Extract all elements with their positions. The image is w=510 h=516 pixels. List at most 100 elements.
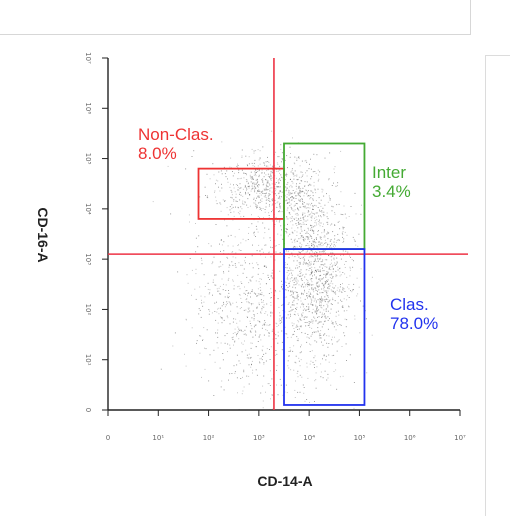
event-point xyxy=(237,178,239,180)
event-point xyxy=(249,320,251,322)
event-point xyxy=(264,172,265,174)
event-point xyxy=(292,286,294,288)
event-point xyxy=(265,352,267,354)
event-point xyxy=(313,153,315,155)
event-point xyxy=(312,205,314,207)
event-point xyxy=(274,224,276,225)
event-point xyxy=(267,277,269,278)
event-point xyxy=(247,207,249,208)
event-point xyxy=(302,213,304,215)
event-point xyxy=(357,245,359,247)
event-point xyxy=(220,316,222,318)
event-point xyxy=(263,353,265,355)
event-point xyxy=(298,186,300,188)
event-point xyxy=(300,171,302,173)
event-point xyxy=(274,187,276,189)
event-point xyxy=(319,245,321,247)
event-point xyxy=(271,272,273,274)
event-point xyxy=(225,290,227,291)
event-point xyxy=(269,385,271,386)
event-point xyxy=(279,207,281,209)
event-point xyxy=(318,335,320,337)
event-point xyxy=(300,325,302,327)
y-tick-label: 10⁴ xyxy=(84,203,92,215)
event-point xyxy=(239,191,241,193)
event-point xyxy=(269,237,271,239)
event-point xyxy=(293,304,295,306)
event-point xyxy=(277,298,279,300)
event-point xyxy=(308,311,310,313)
event-point xyxy=(292,304,294,306)
event-point xyxy=(315,276,317,278)
event-point xyxy=(327,223,329,225)
event-point xyxy=(266,170,268,172)
event-point xyxy=(220,239,222,241)
event-point xyxy=(320,257,322,259)
event-point xyxy=(303,239,305,241)
event-point xyxy=(256,182,258,184)
event-point xyxy=(303,240,305,242)
event-point xyxy=(317,321,319,323)
event-point xyxy=(233,184,234,186)
event-point xyxy=(294,397,296,398)
event-point xyxy=(230,310,232,312)
event-point xyxy=(343,205,345,207)
event-point xyxy=(308,184,310,186)
event-point xyxy=(338,203,340,205)
event-point xyxy=(308,244,310,246)
event-point xyxy=(309,163,310,165)
event-point xyxy=(301,292,303,294)
event-point xyxy=(307,219,309,221)
event-point xyxy=(275,188,277,190)
event-point xyxy=(253,202,255,204)
event-point xyxy=(302,312,304,314)
event-point xyxy=(242,390,244,392)
event-point xyxy=(319,266,321,268)
event-point xyxy=(327,201,329,203)
event-point xyxy=(317,285,319,287)
event-point xyxy=(270,246,272,248)
event-point xyxy=(232,333,234,334)
event-point xyxy=(293,296,295,298)
event-point xyxy=(298,156,300,158)
event-point xyxy=(276,326,278,327)
event-point xyxy=(353,289,354,291)
event-point xyxy=(327,305,329,307)
event-point xyxy=(244,340,245,342)
event-point xyxy=(218,290,220,292)
event-point xyxy=(299,258,301,259)
event-point xyxy=(232,302,234,304)
event-point xyxy=(321,232,323,234)
event-point xyxy=(262,273,264,274)
event-point xyxy=(230,196,232,198)
event-point xyxy=(251,185,253,187)
event-point xyxy=(308,270,310,271)
event-point xyxy=(271,130,273,132)
event-point xyxy=(333,241,335,243)
side-panel xyxy=(485,55,510,516)
event-point xyxy=(323,355,325,357)
event-point xyxy=(271,211,272,213)
event-point xyxy=(309,247,311,248)
x-tick-label: 10⁵ xyxy=(354,434,366,442)
event-point xyxy=(243,177,245,179)
event-point xyxy=(285,230,287,232)
event-point xyxy=(306,366,308,368)
event-point xyxy=(271,378,273,380)
event-point xyxy=(314,355,316,357)
event-point xyxy=(301,315,303,316)
event-point xyxy=(281,341,283,343)
event-point xyxy=(243,268,245,270)
event-point xyxy=(326,280,328,282)
event-point xyxy=(279,211,281,213)
event-point xyxy=(310,228,312,230)
event-point xyxy=(265,206,267,208)
event-point xyxy=(300,346,301,348)
event-point xyxy=(232,280,234,282)
event-point xyxy=(310,197,312,199)
event-point xyxy=(191,269,193,271)
event-point xyxy=(285,282,287,283)
event-point xyxy=(311,284,313,286)
event-point xyxy=(296,306,298,308)
event-point xyxy=(286,193,288,195)
